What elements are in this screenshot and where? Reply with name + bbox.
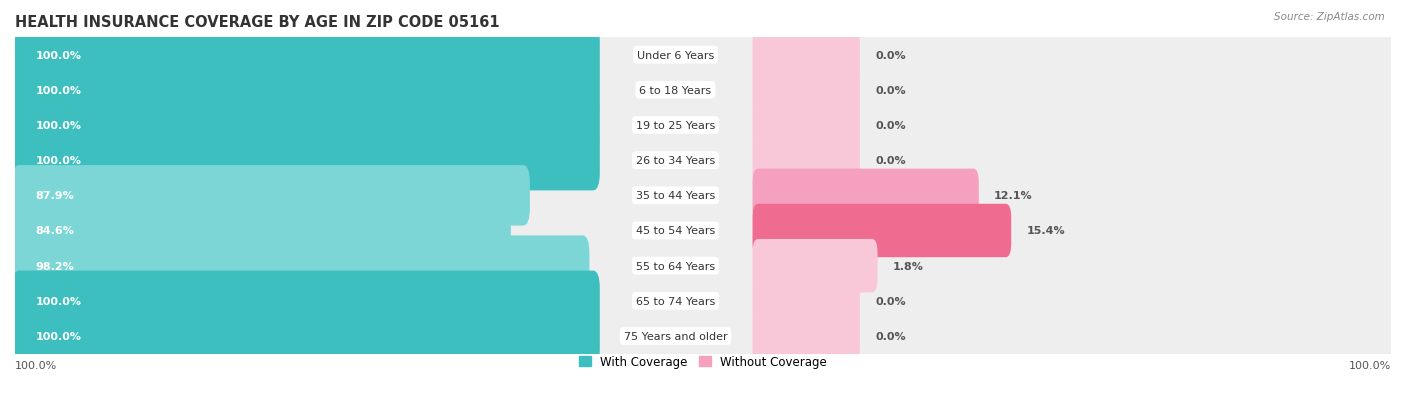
FancyBboxPatch shape: [13, 25, 600, 86]
FancyBboxPatch shape: [752, 240, 877, 293]
Text: 0.0%: 0.0%: [875, 156, 905, 166]
Text: 100.0%: 100.0%: [35, 50, 82, 61]
Text: 84.6%: 84.6%: [35, 226, 75, 236]
FancyBboxPatch shape: [14, 97, 1392, 155]
FancyBboxPatch shape: [13, 131, 600, 191]
FancyBboxPatch shape: [752, 134, 860, 188]
FancyBboxPatch shape: [752, 29, 860, 82]
Text: 0.0%: 0.0%: [875, 121, 905, 131]
Text: Under 6 Years: Under 6 Years: [637, 50, 714, 61]
Text: 75 Years and older: 75 Years and older: [624, 331, 727, 341]
FancyBboxPatch shape: [13, 271, 600, 331]
FancyBboxPatch shape: [14, 237, 1392, 295]
FancyBboxPatch shape: [752, 99, 860, 152]
Text: 65 to 74 Years: 65 to 74 Years: [636, 296, 716, 306]
Legend: With Coverage, Without Coverage: With Coverage, Without Coverage: [574, 351, 832, 373]
FancyBboxPatch shape: [13, 306, 600, 366]
FancyBboxPatch shape: [14, 272, 1392, 330]
Text: 0.0%: 0.0%: [875, 50, 905, 61]
Text: 55 to 64 Years: 55 to 64 Years: [636, 261, 716, 271]
Text: 45 to 54 Years: 45 to 54 Years: [636, 226, 716, 236]
Text: 0.0%: 0.0%: [875, 331, 905, 341]
Text: 15.4%: 15.4%: [1026, 226, 1064, 236]
Text: 100.0%: 100.0%: [15, 360, 58, 370]
Text: 98.2%: 98.2%: [35, 261, 75, 271]
FancyBboxPatch shape: [13, 95, 600, 156]
FancyBboxPatch shape: [14, 307, 1392, 365]
FancyBboxPatch shape: [13, 236, 589, 296]
FancyBboxPatch shape: [14, 167, 1392, 225]
Text: 100.0%: 100.0%: [35, 156, 82, 166]
Text: HEALTH INSURANCE COVERAGE BY AGE IN ZIP CODE 05161: HEALTH INSURANCE COVERAGE BY AGE IN ZIP …: [15, 15, 499, 30]
Text: 19 to 25 Years: 19 to 25 Years: [636, 121, 716, 131]
Text: 0.0%: 0.0%: [875, 296, 905, 306]
FancyBboxPatch shape: [13, 60, 600, 121]
FancyBboxPatch shape: [14, 62, 1392, 120]
FancyBboxPatch shape: [14, 132, 1392, 190]
Text: 1.8%: 1.8%: [893, 261, 924, 271]
Text: 100.0%: 100.0%: [35, 331, 82, 341]
FancyBboxPatch shape: [752, 204, 1011, 258]
Text: Source: ZipAtlas.com: Source: ZipAtlas.com: [1274, 12, 1385, 22]
Text: 100.0%: 100.0%: [35, 121, 82, 131]
FancyBboxPatch shape: [752, 309, 860, 363]
FancyBboxPatch shape: [13, 166, 530, 226]
Text: 87.9%: 87.9%: [35, 191, 75, 201]
Text: 26 to 34 Years: 26 to 34 Years: [636, 156, 716, 166]
FancyBboxPatch shape: [752, 64, 860, 117]
Text: 100.0%: 100.0%: [1348, 360, 1391, 370]
Text: 100.0%: 100.0%: [35, 85, 82, 96]
FancyBboxPatch shape: [14, 202, 1392, 260]
Text: 0.0%: 0.0%: [875, 85, 905, 96]
Text: 35 to 44 Years: 35 to 44 Years: [636, 191, 716, 201]
FancyBboxPatch shape: [13, 201, 510, 261]
Text: 12.1%: 12.1%: [994, 191, 1032, 201]
Text: 6 to 18 Years: 6 to 18 Years: [640, 85, 711, 96]
Text: 100.0%: 100.0%: [35, 296, 82, 306]
FancyBboxPatch shape: [752, 274, 860, 328]
FancyBboxPatch shape: [752, 169, 979, 223]
FancyBboxPatch shape: [14, 26, 1392, 85]
